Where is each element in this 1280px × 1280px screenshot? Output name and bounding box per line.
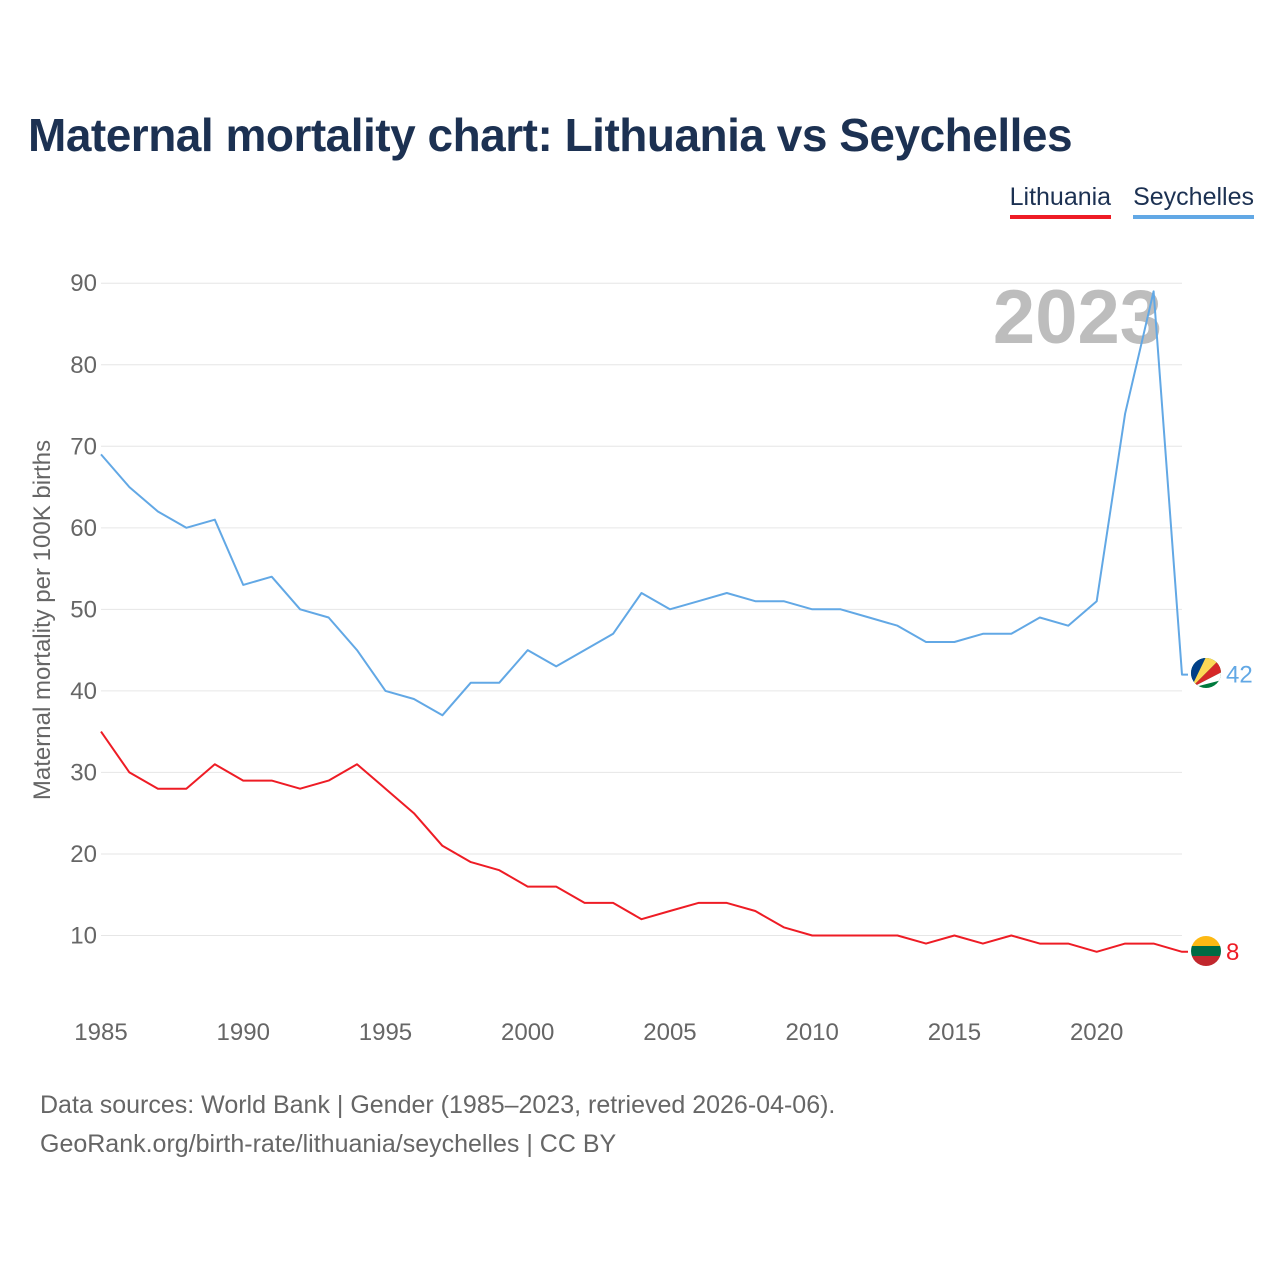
y-tick-label-20: 20 — [70, 841, 97, 868]
x-tick-label-2020: 2020 — [1070, 1019, 1123, 1046]
x-tick-label-2005: 2005 — [643, 1019, 696, 1046]
end-labels: 8 42 — [1226, 662, 1253, 966]
lithuania-flag-icon — [1191, 936, 1221, 966]
y-tick-label-30: 30 — [70, 759, 97, 786]
y-tick-label-80: 80 — [70, 352, 97, 379]
y-tick-label-10: 10 — [70, 922, 97, 949]
seychelles-flag-icon — [1191, 658, 1221, 688]
x-tick-label-1995: 1995 — [359, 1019, 412, 1046]
series-line-lithuania — [100, 731, 1188, 953]
year-watermark: 2023 — [993, 275, 1162, 360]
y-tick-label-90: 90 — [70, 270, 97, 297]
legend-item-seychelles[interactable]: Seychelles — [1133, 183, 1254, 219]
data-source-text: Data sources: World Bank | Gender (1985–… — [40, 1091, 836, 1119]
x-tick-label-1985: 1985 — [74, 1019, 127, 1046]
legend: Lithuania Seychelles — [1009, 183, 1254, 219]
series-line-seychelles — [100, 290, 1188, 717]
x-tick-label-2015: 2015 — [928, 1019, 981, 1046]
series-lines — [100, 290, 1188, 953]
footer: Data sources: World Bank | Gender (1985–… — [40, 1086, 835, 1164]
x-axis-ticks: 1985 1990 1995 2000 2005 2010 2015 2020 — [74, 1019, 1123, 1046]
chart-title: Maternal mortality chart: Lithuania vs S… — [28, 109, 1073, 161]
y-tick-label-60: 60 — [70, 515, 97, 542]
x-tick-label-2000: 2000 — [501, 1019, 554, 1046]
y-tick-label-40: 40 — [70, 678, 97, 705]
x-tick-label-2010: 2010 — [785, 1019, 838, 1046]
grid-lines — [101, 282, 1182, 936]
source-link[interactable]: GeoRank.org/birth-rate/lithuania/seychel… — [40, 1130, 617, 1158]
legend-item-lithuania[interactable]: Lithuania — [1009, 183, 1112, 219]
end-value-label-lithuania: 8 — [1226, 939, 1239, 966]
end-value-label-seychelles: 42 — [1226, 662, 1253, 689]
y-axis-title: Maternal mortality per 100K births — [29, 440, 56, 800]
y-tick-label-50: 50 — [70, 596, 97, 623]
x-tick-label-1990: 1990 — [217, 1019, 270, 1046]
y-axis-ticks: 10 20 30 40 50 60 70 80 90 — [70, 270, 97, 949]
y-tick-label-70: 70 — [70, 433, 97, 460]
